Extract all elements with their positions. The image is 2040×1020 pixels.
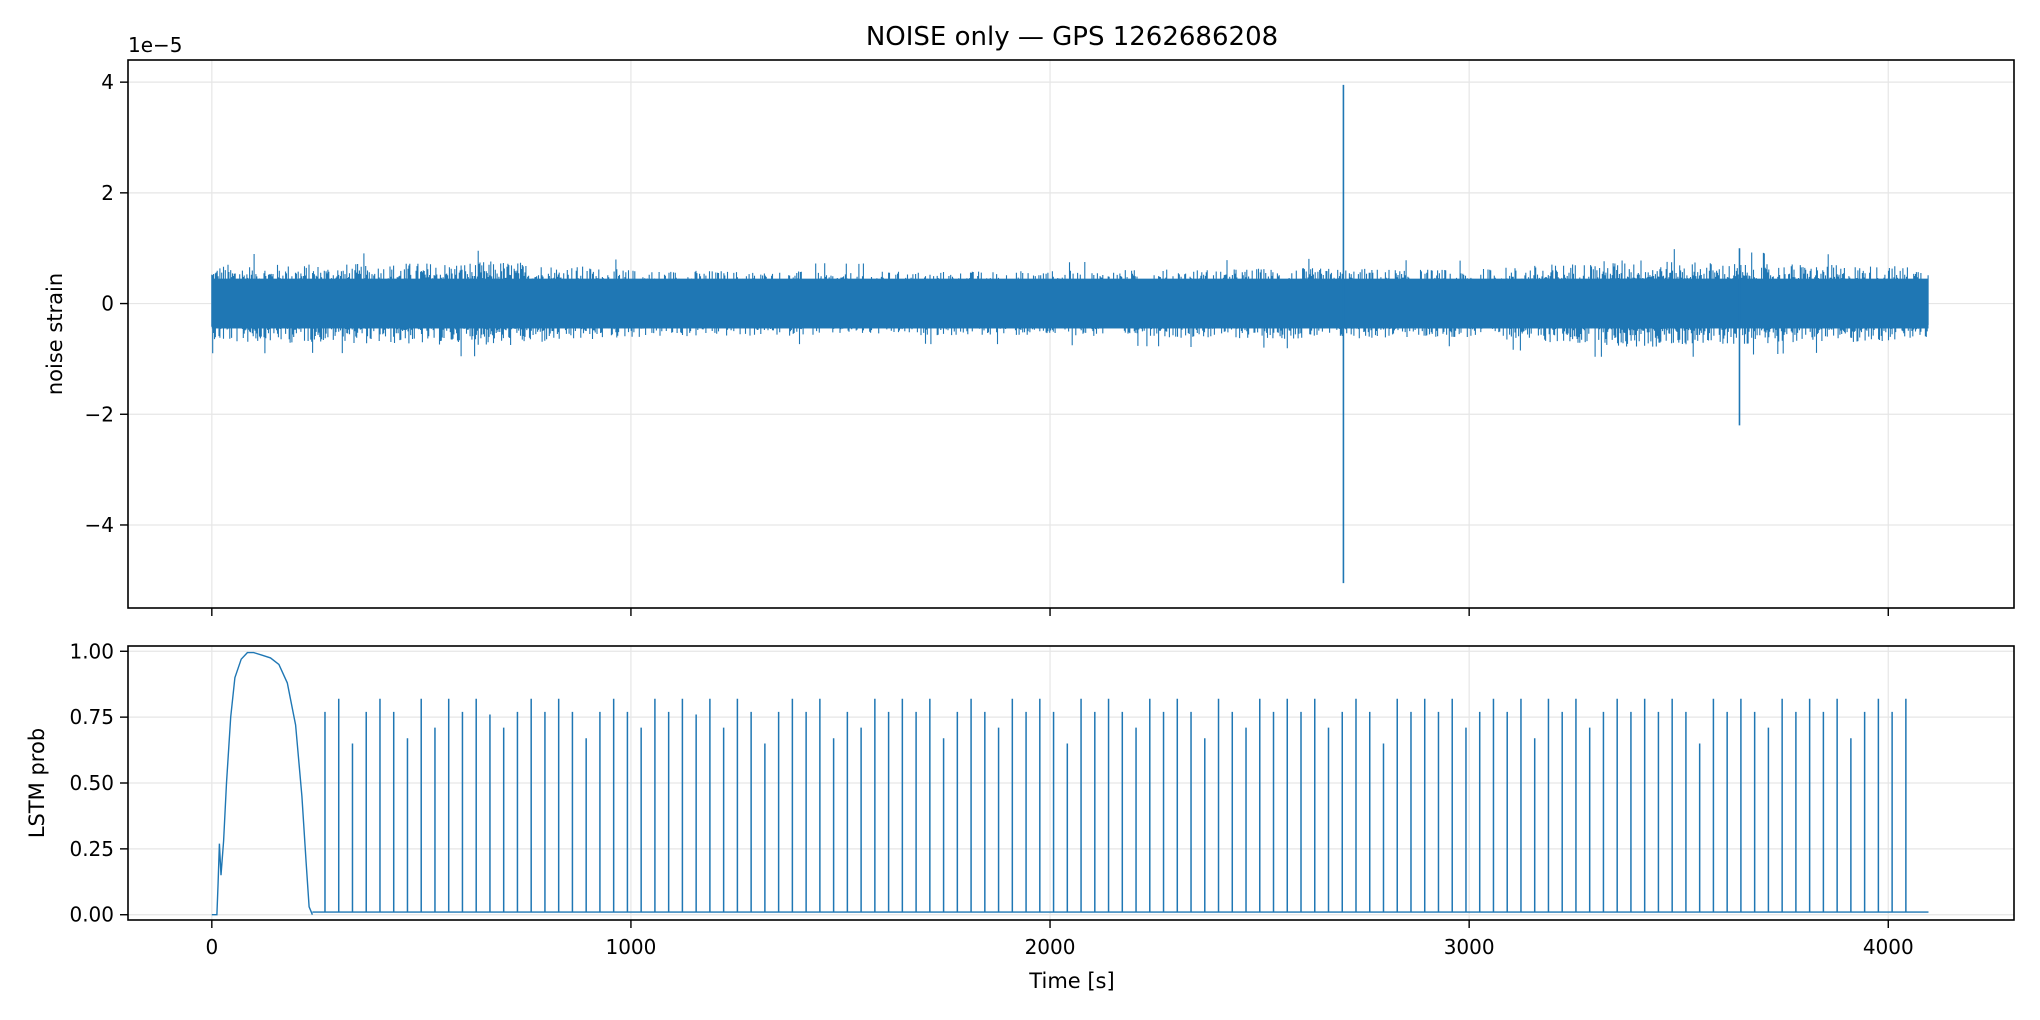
top-x-ticks bbox=[211, 608, 1889, 616]
bottom-y-tick-label: 0.50 bbox=[69, 771, 114, 795]
noise-strain-series bbox=[211, 84, 1929, 584]
top-y-ticks: 4 2 0 −2 −4 bbox=[85, 70, 128, 537]
bottom-y-tick-label: 0.25 bbox=[69, 837, 114, 861]
bottom-panel: 0 1000 2000 3000 4000 1.00 0.75 0.50 0.25 0.00 L… bbox=[25, 639, 2015, 993]
chart-title: NOISE only — GPS 1262686208 bbox=[866, 22, 1278, 52]
x-tick-label: 4000 bbox=[1863, 935, 1914, 959]
x-tick-label: 0 bbox=[205, 935, 218, 959]
x-axis-label: Time [s] bbox=[1028, 969, 1114, 993]
bottom-y-tick-label: 0.75 bbox=[69, 705, 114, 729]
top-y-axis-label: noise strain bbox=[43, 273, 67, 395]
bottom-y-tick-label: 0.00 bbox=[69, 903, 114, 927]
bottom-x-ticks: 0 1000 2000 3000 4000 bbox=[205, 920, 1914, 959]
top-y-tick-label: 2 bbox=[101, 181, 114, 205]
top-y-tick-label: 0 bbox=[101, 292, 114, 316]
top-y-tick-label: −4 bbox=[85, 513, 114, 537]
top-y-tick-label: −2 bbox=[85, 402, 114, 426]
bottom-y-ticks: 1.00 0.75 0.50 0.25 0.00 bbox=[69, 639, 128, 927]
top-offset-text: 1e−5 bbox=[128, 33, 183, 57]
bottom-y-tick-label: 1.00 bbox=[69, 639, 114, 663]
noise-band-core bbox=[211, 278, 1929, 329]
x-tick-label: 2000 bbox=[1025, 935, 1076, 959]
bottom-y-axis-label: LSTM prob bbox=[25, 728, 49, 838]
top-y-tick-label: 4 bbox=[101, 70, 114, 94]
top-panel: 4 2 0 −2 −4 noise strain 1e−5 bbox=[43, 33, 2015, 616]
top-axes-frame bbox=[127, 59, 2015, 609]
x-tick-label: 1000 bbox=[605, 935, 656, 959]
lstm-prob-series bbox=[211, 651, 1929, 916]
lstm-initial-bump bbox=[211, 651, 314, 916]
x-tick-label: 3000 bbox=[1444, 935, 1495, 959]
